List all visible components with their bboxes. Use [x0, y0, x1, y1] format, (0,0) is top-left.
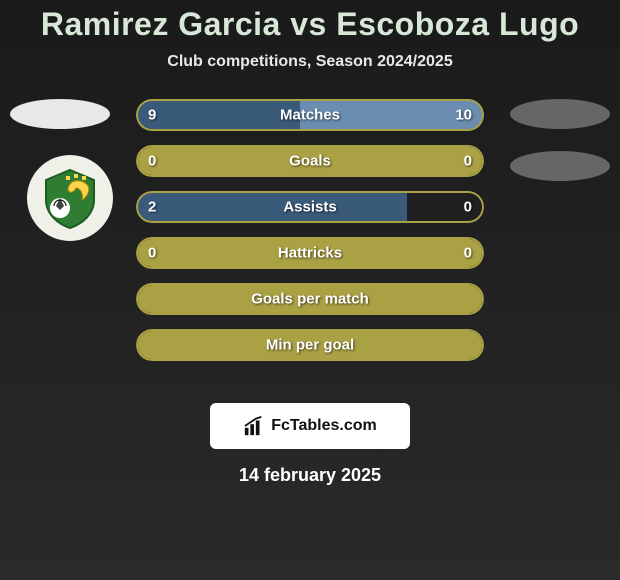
page-subtitle: Club competitions, Season 2024/2025	[0, 53, 620, 71]
stat-label: Assists	[136, 199, 484, 216]
stat-label: Hattricks	[136, 245, 484, 262]
stat-value-right: 0	[464, 153, 472, 170]
stat-value-right: 0	[464, 245, 472, 262]
stat-value-left: 0	[148, 153, 156, 170]
comparison-content: Matches910Goals00Assists20Hattricks00Goa…	[0, 99, 620, 399]
stat-row: Min per goal	[136, 329, 484, 361]
player-right-placeholder-icon	[510, 99, 610, 129]
stat-label: Goals	[136, 153, 484, 170]
page-title: Ramirez Garcia vs Escoboza Lugo	[0, 6, 620, 43]
stat-row: Goals0 0	[136, 145, 484, 177]
stat-label: Min per goal	[136, 337, 484, 354]
team-right-placeholder-icon	[510, 151, 610, 181]
player-left-placeholder-icon	[10, 99, 110, 129]
stats-bars: Matches910Goals00Assists20Hattricks00Goa…	[136, 99, 484, 375]
team-left-badge	[27, 155, 113, 241]
leon-crest-icon	[38, 166, 102, 230]
stat-row: Assists2 0	[136, 191, 484, 223]
stat-row: Matches9 10	[136, 99, 484, 131]
stat-row: Goals per match	[136, 283, 484, 315]
stat-row: Hattricks0 0	[136, 237, 484, 269]
stat-label: Goals per match	[136, 291, 484, 308]
stat-value-right: 0	[464, 199, 472, 216]
stat-value-right: 10	[455, 107, 472, 124]
brand-text: FcTables.com	[271, 417, 377, 435]
stat-value-left: 0	[148, 245, 156, 262]
stat-value-left: 2	[148, 199, 156, 216]
stat-label: Matches	[136, 107, 484, 124]
date-label: 14 february 2025	[0, 465, 620, 486]
brand-chart-icon	[243, 415, 265, 437]
brand-badge: FcTables.com	[210, 403, 410, 449]
stat-value-left: 9	[148, 107, 156, 124]
